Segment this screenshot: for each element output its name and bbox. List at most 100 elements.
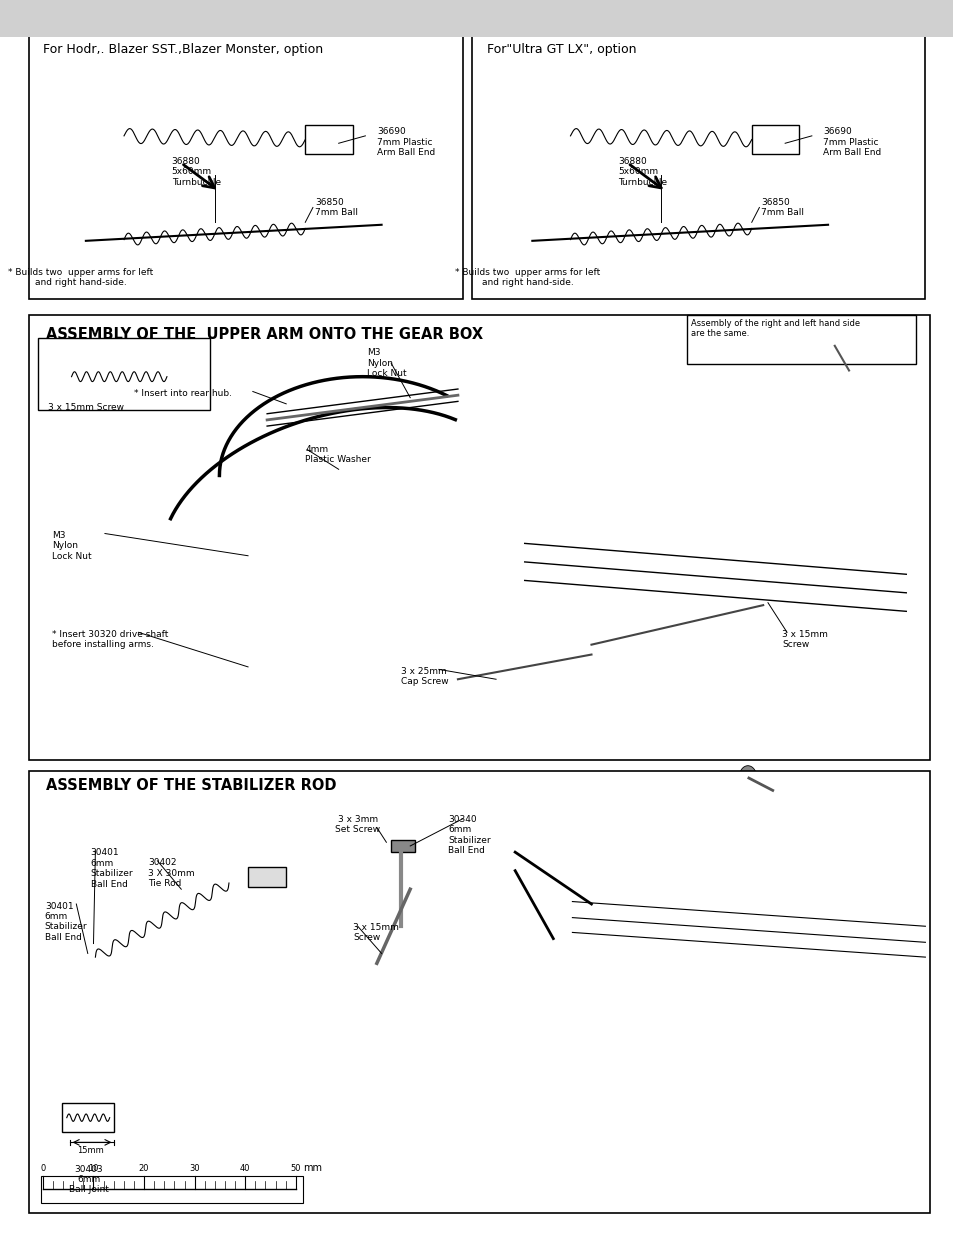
Bar (686, 315, 915, 364)
Circle shape (612, 395, 627, 415)
Text: 4mm
Plastic Washer: 4mm Plastic Washer (305, 445, 371, 464)
Text: ASSEMBLY OF THE STABILIZER ROD: ASSEMBLY OF THE STABILIZER ROD (46, 778, 336, 793)
Text: Assembly of the right and left hand side
are the same.: Assembly of the right and left hand side… (690, 319, 859, 338)
Circle shape (393, 947, 408, 967)
Circle shape (753, 593, 772, 618)
Bar (62, 1103, 114, 1132)
Text: 50: 50 (290, 1165, 301, 1173)
Circle shape (448, 667, 467, 692)
Text: 3 x 25mm
Cap Screw: 3 x 25mm Cap Screw (400, 667, 448, 687)
Text: For Hodr,. Blazer SST.,Blazer Monster, option: For Hodr,. Blazer SST.,Blazer Monster, o… (43, 43, 323, 57)
Text: 36880
5x60mm
Turnbuckle: 36880 5x60mm Turnbuckle (618, 157, 666, 186)
Text: 3 x 15mm
Screw: 3 x 15mm Screw (781, 630, 827, 650)
Polygon shape (513, 105, 570, 167)
Circle shape (246, 640, 326, 743)
Circle shape (288, 435, 322, 479)
Circle shape (372, 475, 391, 500)
Text: 40: 40 (239, 1165, 251, 1173)
Circle shape (821, 873, 837, 893)
Circle shape (326, 516, 340, 535)
Circle shape (659, 478, 675, 498)
Circle shape (319, 506, 348, 543)
Circle shape (688, 818, 703, 837)
Circle shape (362, 463, 400, 513)
Circle shape (401, 409, 418, 431)
Circle shape (640, 884, 656, 904)
Text: 3 x 3mm
Set Screw: 3 x 3mm Set Screw (335, 815, 380, 835)
Circle shape (59, 235, 71, 249)
Bar (29, 33, 462, 299)
Circle shape (257, 655, 314, 729)
Circle shape (659, 441, 675, 461)
Text: 10: 10 (88, 1165, 99, 1173)
Bar (29, 315, 929, 760)
Circle shape (820, 340, 839, 364)
Circle shape (640, 815, 656, 835)
Circle shape (640, 850, 656, 869)
Text: mm: mm (303, 1163, 322, 1173)
Bar (38, 338, 210, 410)
Text: 30: 30 (189, 1165, 200, 1173)
Text: 36850
7mm Ball: 36850 7mm Ball (314, 198, 357, 217)
Text: M3
Nylon
Lock Nut: M3 Nylon Lock Nut (367, 348, 407, 378)
Circle shape (68, 125, 85, 147)
Circle shape (564, 398, 579, 417)
Bar (391, 840, 415, 852)
Circle shape (508, 862, 569, 941)
Circle shape (564, 435, 579, 454)
Circle shape (369, 214, 384, 233)
Circle shape (688, 852, 703, 872)
Circle shape (815, 214, 830, 233)
Bar (248, 867, 286, 887)
Circle shape (233, 867, 253, 892)
Circle shape (400, 874, 419, 899)
Circle shape (564, 474, 579, 494)
Circle shape (593, 848, 608, 868)
Circle shape (345, 124, 370, 156)
Polygon shape (496, 790, 877, 945)
Circle shape (408, 837, 421, 855)
Text: 30402
3 X 30mm
Tie Rod: 30402 3 X 30mm Tie Rod (148, 858, 194, 888)
Text: 30403
6mm
Ball Joint: 30403 6mm Ball Joint (69, 1165, 109, 1194)
Text: * Builds two  upper arms for left
and right hand-side.: * Builds two upper arms for left and rig… (9, 268, 153, 288)
Text: 3 x 15mm Screw: 3 x 15mm Screw (48, 403, 124, 411)
Circle shape (393, 398, 427, 442)
Text: * Builds two  upper arms for left
and right hand-side.: * Builds two upper arms for left and rig… (455, 268, 599, 288)
Circle shape (43, 1099, 71, 1136)
Polygon shape (476, 346, 781, 546)
Bar (0, 0, 953, 37)
Circle shape (519, 877, 558, 926)
Circle shape (76, 945, 95, 969)
Text: 0: 0 (40, 1165, 46, 1173)
Text: 3 x 15mm
Screw: 3 x 15mm Screw (353, 923, 398, 942)
Circle shape (593, 818, 608, 837)
Circle shape (739, 766, 756, 788)
Polygon shape (57, 225, 95, 257)
Text: 36690
7mm Plastic
Arm Ball End: 36690 7mm Plastic Arm Ball End (376, 127, 435, 157)
Circle shape (49, 1107, 66, 1129)
Text: 30401
6mm
Stabilizer
Ball End: 30401 6mm Stabilizer Ball End (91, 848, 133, 889)
Bar (472, 33, 924, 299)
Text: M3
Nylon
Lock Nut: M3 Nylon Lock Nut (52, 531, 92, 561)
Circle shape (593, 882, 608, 902)
Bar (305, 125, 353, 154)
Text: For"Ultra GT LX", option: For"Ultra GT LX", option (486, 43, 636, 57)
Text: ASSEMBLY OF THE  UPPER ARM ONTO THE GEAR BOX: ASSEMBLY OF THE UPPER ARM ONTO THE GEAR … (46, 327, 482, 342)
Circle shape (612, 475, 627, 495)
Circle shape (105, 1099, 133, 1136)
Circle shape (688, 887, 703, 906)
Text: 20: 20 (138, 1165, 150, 1173)
Text: 15mm: 15mm (77, 1146, 104, 1155)
Circle shape (815, 864, 843, 902)
Bar (41, 1176, 303, 1203)
Text: 36850
7mm Ball: 36850 7mm Ball (760, 198, 803, 217)
Circle shape (514, 125, 531, 147)
Circle shape (805, 852, 853, 914)
Circle shape (391, 916, 410, 941)
Text: * Insert into rear hub.: * Insert into rear hub. (133, 389, 232, 398)
Circle shape (83, 232, 98, 252)
Text: 36690
7mm Plastic
Arm Ball End: 36690 7mm Plastic Arm Ball End (822, 127, 881, 157)
Circle shape (505, 235, 517, 249)
Circle shape (529, 232, 544, 252)
Circle shape (791, 124, 816, 156)
